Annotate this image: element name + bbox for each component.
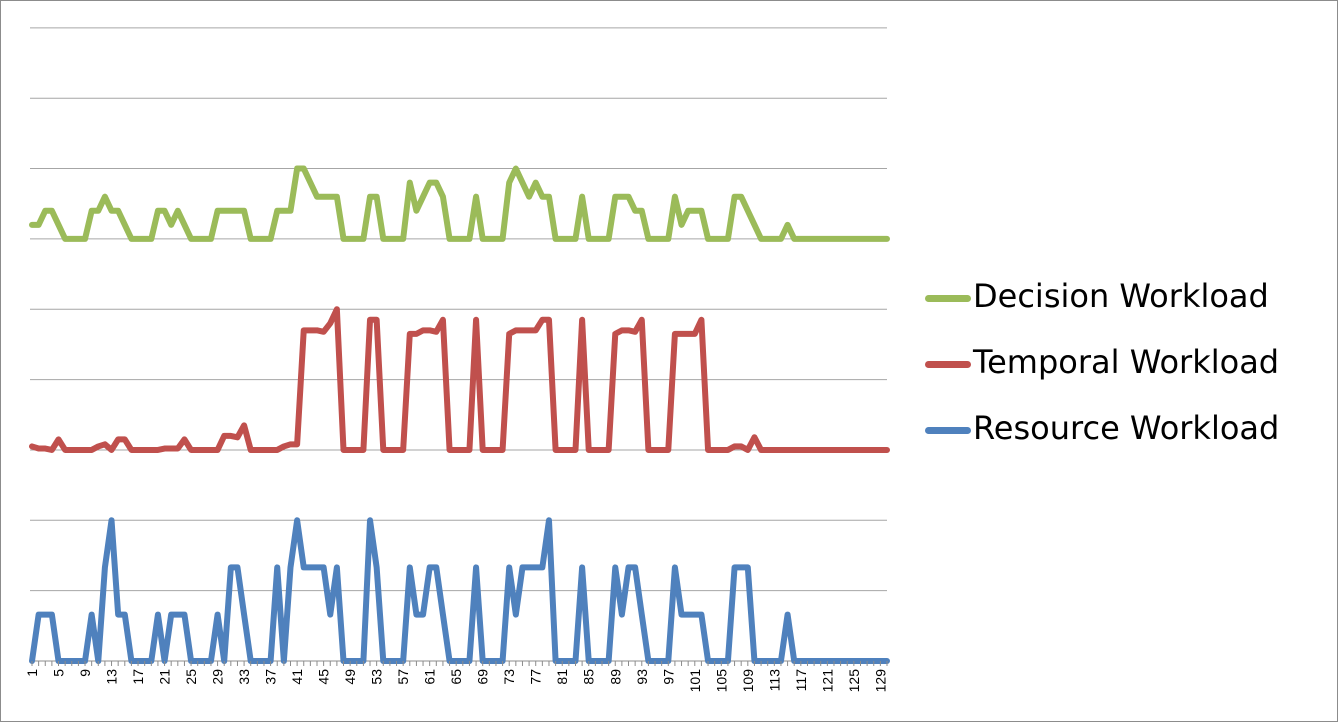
x-tick-label: 113 <box>766 669 782 692</box>
x-tick-label: 73 <box>501 669 517 685</box>
x-tick-label: 69 <box>475 669 491 685</box>
series-lines <box>29 165 890 664</box>
x-tick-label: 17 <box>130 669 146 685</box>
series-line-decision-workload <box>29 165 890 242</box>
x-tick-label: 1 <box>24 669 40 677</box>
x-tick-label: 5 <box>51 669 67 677</box>
legend-label-temporal: Temporal Workload <box>973 343 1280 381</box>
x-tick-label: 65 <box>448 669 464 685</box>
x-tick-label: 125 <box>846 669 862 693</box>
legend-swatch-decision <box>925 295 971 302</box>
series-line-resource-workload <box>29 517 890 664</box>
x-tick-label: 41 <box>289 669 305 685</box>
x-tick-label: 77 <box>528 669 544 685</box>
x-axis: 1 5 9 13 17 21 25 29 33 37 41 45 49 53 57 61 65 69 73 77 81 8… <box>24 661 888 692</box>
x-tick-label: 93 <box>634 669 650 685</box>
x-tick-label: 89 <box>607 669 623 685</box>
legend-label-resource: Resource Workload <box>973 409 1280 447</box>
x-tick-label: 109 <box>740 669 756 693</box>
x-tick-label: 33 <box>236 669 252 685</box>
legend-item-temporal: Temporal Workload <box>923 343 1323 409</box>
x-tick-label: 85 <box>581 669 597 685</box>
x-tick-label: 45 <box>316 669 332 685</box>
legend-item-resource: Resource Workload <box>923 409 1323 475</box>
x-tick-label: 101 <box>687 669 703 693</box>
legend-swatch-temporal <box>925 361 971 368</box>
x-tick-label: 21 <box>157 669 173 685</box>
x-tick-label: 121 <box>819 669 835 693</box>
x-tick-label: 81 <box>554 669 570 685</box>
x-tick-label: 129 <box>872 669 888 693</box>
x-tick-label: 13 <box>104 669 120 685</box>
gridlines <box>30 27 887 662</box>
x-tick-label: 29 <box>210 669 226 685</box>
legend-swatch-resource <box>925 427 971 434</box>
x-tick-label: 105 <box>713 669 729 693</box>
legend-item-decision: Decision Workload <box>923 277 1323 343</box>
x-tick-label: 53 <box>369 669 385 685</box>
legend-label-decision: Decision Workload <box>973 277 1269 315</box>
x-tick-label: 57 <box>395 669 411 685</box>
x-tick-label: 25 <box>183 669 199 685</box>
series-line-temporal-workload <box>29 306 890 453</box>
x-tick-label: 37 <box>263 669 279 685</box>
x-tick-label: 61 <box>422 669 438 685</box>
x-tick-label: 97 <box>660 669 676 685</box>
x-tick-label: 9 <box>77 669 93 677</box>
x-tick-label: 49 <box>342 669 358 685</box>
legend: Decision Workload Temporal Workload Reso… <box>923 277 1323 475</box>
x-tick-label: 117 <box>793 669 809 692</box>
